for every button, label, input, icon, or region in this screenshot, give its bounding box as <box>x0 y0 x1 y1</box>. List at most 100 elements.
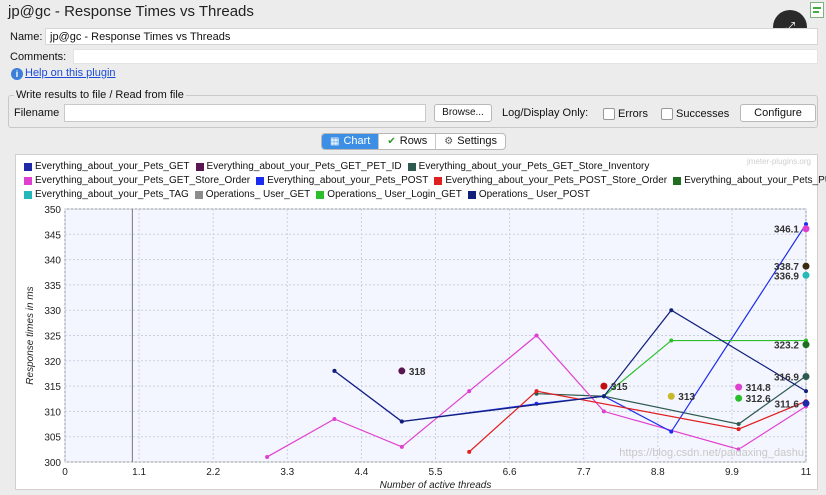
x-tick-label: 8.8 <box>651 467 665 478</box>
data-point <box>736 427 741 432</box>
annotation-marker <box>667 392 675 400</box>
tab-settings-label: Settings <box>457 135 497 147</box>
data-point <box>332 368 337 373</box>
tab-rows[interactable]: ✔ Rows <box>379 134 437 149</box>
legend-item: Everything_about_your_Pets_PUT <box>673 175 826 186</box>
successes-label: Successes <box>676 108 730 120</box>
data-point <box>467 389 472 394</box>
name-label: Name: <box>10 31 43 43</box>
legend-label: Everything_about_your_Pets_POST_Store_Or… <box>445 175 668 186</box>
legend-label: Operations_ User_POST <box>478 189 590 200</box>
y-tick-label: 300 <box>44 458 61 469</box>
annotation-label: 338.7 <box>774 262 799 273</box>
legend-swatch <box>673 176 682 185</box>
annotation-marker <box>802 372 810 380</box>
x-tick-label: 5.5 <box>429 467 443 478</box>
legend-swatch <box>407 162 416 171</box>
x-tick-label: 4.4 <box>354 467 368 478</box>
chart-legend-row-3: Everything_about_your_Pets_TAG Operations… <box>24 189 596 200</box>
data-point <box>265 454 270 459</box>
chart-icon: ▦ <box>330 136 340 147</box>
series-line <box>266 334 807 458</box>
log-display-label: Log/Display Only: <box>502 107 589 119</box>
annotation-label: 314.8 <box>746 383 771 394</box>
data-point <box>669 308 674 313</box>
comments-label: Comments: <box>10 51 67 63</box>
legend-swatch <box>195 162 204 171</box>
tab-chart[interactable]: ▦ Chart <box>322 134 380 149</box>
view-tabs: ▦ Chart ✔ Rows ⚙ Settings <box>321 133 506 150</box>
successes-checkbox[interactable] <box>661 108 673 120</box>
annotation-marker <box>802 262 810 270</box>
file-section-legend: Write results to file / Read from file <box>14 89 186 101</box>
annotation-label: 316.9 <box>774 372 799 383</box>
legend-swatch <box>467 190 476 199</box>
help-link[interactable]: Help on this plugin <box>25 67 116 79</box>
annotation-label: 313 <box>678 392 695 403</box>
legend-item: Everything_about_your_Pets_GET_PET_ID <box>195 161 402 172</box>
legend-swatch <box>256 176 265 185</box>
data-point <box>601 394 606 399</box>
chart-panel: jmeter-plugins.org Everything_about_your… <box>15 154 826 491</box>
series-line <box>536 375 807 425</box>
browse-button[interactable]: Browse... <box>434 104 492 122</box>
legend-item: Operations_ User_POST <box>467 189 590 200</box>
data-point <box>399 444 404 449</box>
x-tick-label: 1.1 <box>132 467 146 478</box>
x-axis-label: Number of active threads <box>380 480 492 491</box>
y-tick-label: 320 <box>44 357 61 368</box>
annotation-marker <box>802 225 810 233</box>
data-point <box>534 389 539 394</box>
gear-icon: ⚙ <box>444 136 454 147</box>
data-point <box>669 338 674 343</box>
legend-item: Everything_about_your_Pets_TAG <box>24 189 189 200</box>
file-section <box>8 95 818 128</box>
x-tick-label: 9.9 <box>725 467 739 478</box>
legend-label: Everything_about_your_Pets_GET_PET_ID <box>206 161 402 172</box>
filename-label: Filename <box>14 107 60 119</box>
series-line <box>468 390 807 453</box>
y-tick-label: 335 <box>44 281 61 292</box>
annotation-marker <box>735 394 743 402</box>
legend-swatch <box>24 176 32 185</box>
chart-legend-row-2: Everything_about_your_Pets_GET_Store_Ord… <box>24 175 826 186</box>
y-tick-label: 305 <box>44 433 61 444</box>
legend-label: Everything_about_your_Pets_PUT <box>684 175 826 186</box>
y-tick-label: 325 <box>44 332 61 343</box>
x-tick-label: 2.2 <box>206 467 220 478</box>
legend-item: Everything_about_your_Pets_GET_Store_Inv… <box>407 161 650 172</box>
y-tick-label: 330 <box>44 306 61 317</box>
x-tick-label: 0 <box>62 467 68 478</box>
legend-swatch <box>434 176 443 185</box>
legend-item: Everything_about_your_Pets_POST <box>256 175 428 186</box>
annotation-label: 323.2 <box>774 341 799 352</box>
spreadsheet-icon[interactable] <box>810 2 824 18</box>
name-field[interactable]: jp@gc - Response Times vs Threads <box>45 28 818 45</box>
errors-checkbox[interactable] <box>603 108 615 120</box>
data-point <box>736 422 741 427</box>
legend-swatch <box>316 190 325 199</box>
y-axis-label: Response times in ms <box>25 286 36 384</box>
legend-label: Operations_ User_GET <box>205 189 311 200</box>
data-point <box>399 419 404 424</box>
checkmark-icon: ✔ <box>387 136 396 147</box>
response-times-chart: 300 305 310 315 320 325 330 335 340 345 350 0 1.1 2.2… <box>25 205 812 491</box>
configure-button[interactable]: Configure <box>740 104 816 122</box>
tab-chart-label: Chart <box>343 135 371 147</box>
annotation-label: 318 <box>409 367 426 378</box>
comments-field[interactable] <box>73 49 818 64</box>
tab-settings[interactable]: ⚙ Settings <box>436 134 505 149</box>
legend-label: Everything_about_your_Pets_TAG <box>35 189 189 200</box>
legend-label: Everything_about_your_Pets_GET_Store_Inv… <box>418 161 650 172</box>
legend-swatch <box>24 162 32 171</box>
legend-item: Operations_ User_Login_GET <box>316 189 462 200</box>
legend-label: Everything_about_your_Pets_POST <box>267 175 429 186</box>
annotation-marker <box>735 383 743 391</box>
y-tick-label: 315 <box>44 382 61 393</box>
legend-label: Operations_ User_Login_GET <box>327 189 462 200</box>
filename-input[interactable] <box>64 104 426 122</box>
annotation-label: 336.9 <box>774 271 799 282</box>
chart-watermark: jmeter-plugins.org <box>746 157 811 166</box>
data-point <box>669 429 674 434</box>
window-title: jp@gc - Response Times vs Threads <box>8 3 254 20</box>
